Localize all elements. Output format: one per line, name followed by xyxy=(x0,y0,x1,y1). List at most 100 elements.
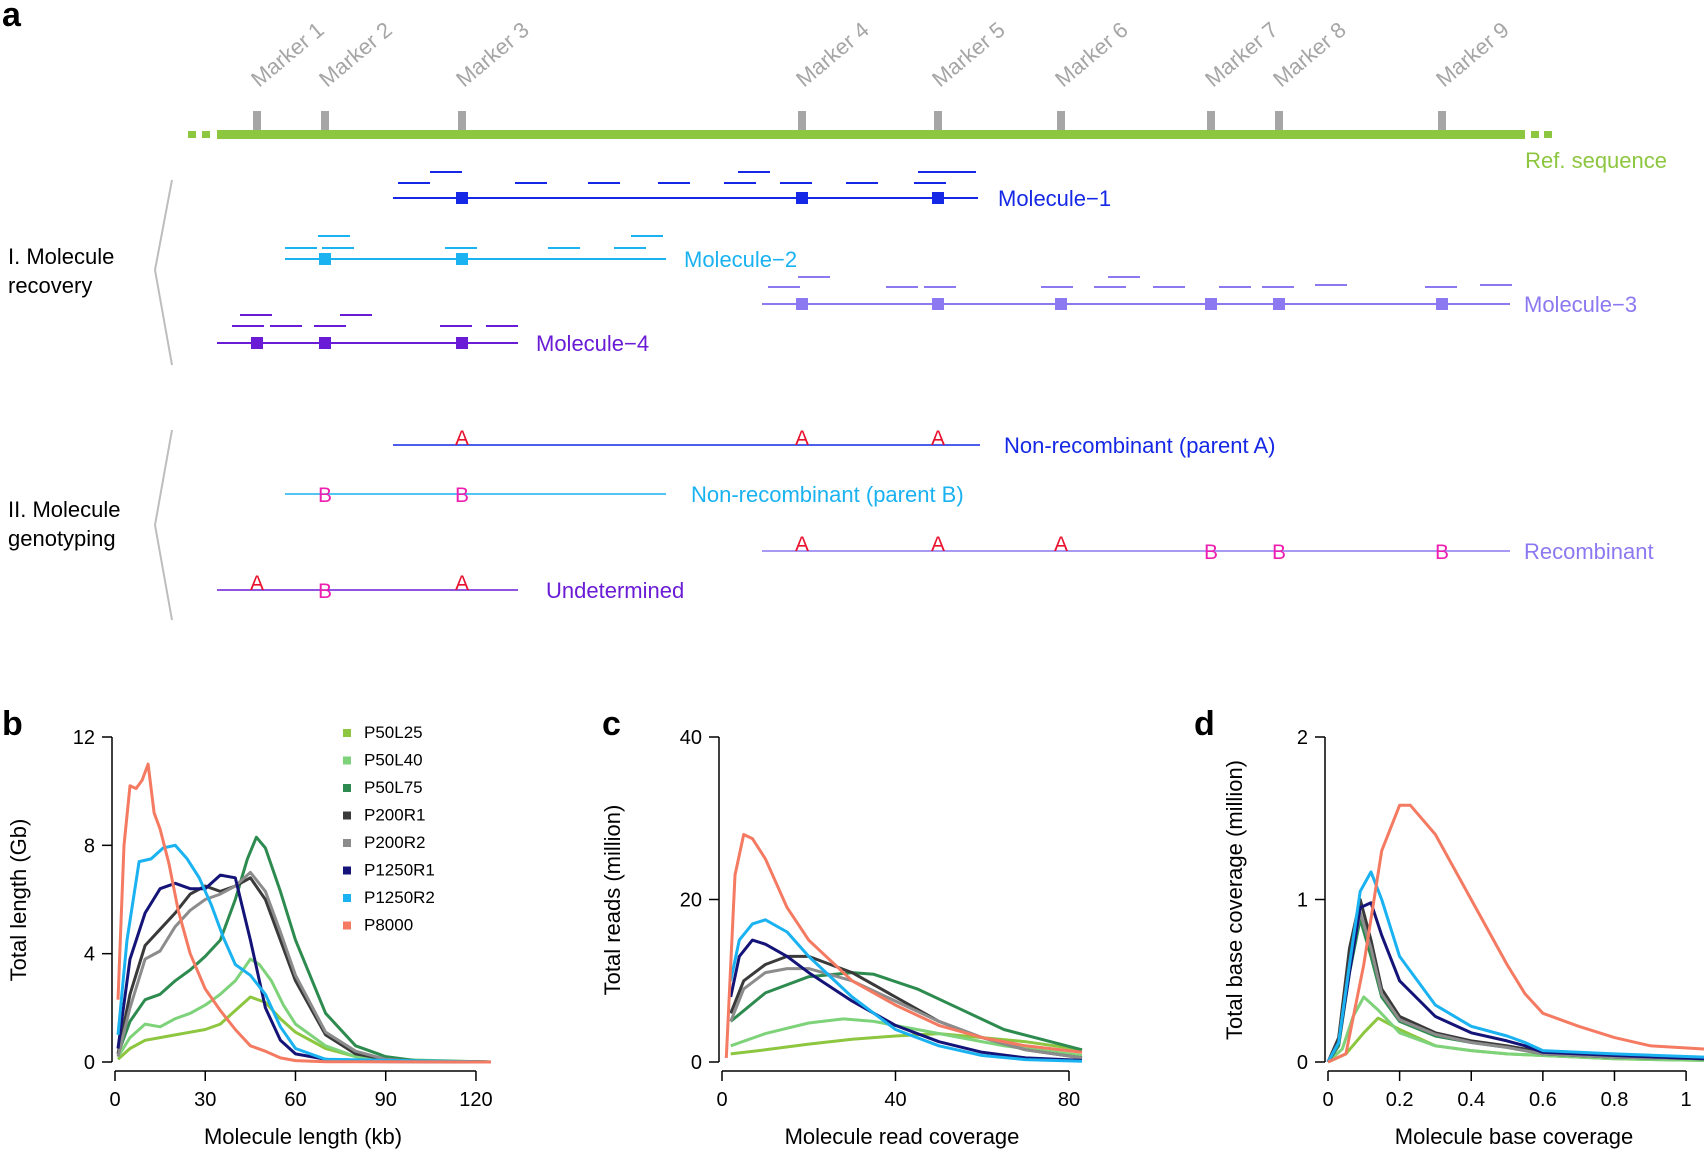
series-line-P50L40 xyxy=(116,957,492,1064)
marker-label: Marker 5 xyxy=(927,17,1010,92)
molecules: Molecule−1 Molecule−2 Molecule−3 Molecule−4 xyxy=(217,171,1637,356)
genotype-call: B xyxy=(455,484,469,507)
ref-dash xyxy=(202,131,210,138)
series-line-P8000 xyxy=(116,762,492,1064)
panel-c: c 0 20 40 0 40 80 Molecule read coverage Total r… xyxy=(600,705,1083,1149)
genotype-call: B xyxy=(318,580,332,603)
reference-sequence xyxy=(188,111,1552,139)
x-tick-label: 60 xyxy=(284,1089,306,1111)
marker-label: Marker 8 xyxy=(1268,17,1351,92)
series-line-P200R1 xyxy=(116,876,492,1064)
legend-swatch xyxy=(343,811,351,820)
y-tick-label: 40 xyxy=(680,727,702,749)
y-tick-label: 12 xyxy=(73,727,95,749)
series-line-P50L75 xyxy=(116,835,492,1064)
marker-label: Marker 7 xyxy=(1200,17,1283,92)
series-line-P50L25 xyxy=(730,1032,1083,1056)
genotype-call: A xyxy=(1054,533,1068,556)
y-tick-label: 20 xyxy=(680,890,702,912)
x-tick-label: 1 xyxy=(1681,1089,1692,1111)
marker-hit xyxy=(319,337,331,349)
legend-swatch xyxy=(343,839,351,847)
x-tick-label: 0.8 xyxy=(1601,1089,1629,1111)
series-line-P1250R2 xyxy=(116,843,492,1064)
series-line-P50L40 xyxy=(1326,995,1704,1064)
molecule-label: Molecule−2 xyxy=(684,247,797,272)
x-tick-label: 80 xyxy=(1058,1089,1080,1111)
y-axis-title: Total base coverage (million) xyxy=(1222,760,1247,1040)
ref-dash xyxy=(188,131,196,138)
legend: P50L25 P50L40 P50L75 P200R1 P200R2 P1250R1 P12… xyxy=(343,723,435,935)
marker-tick xyxy=(1438,111,1446,130)
series-line-P1250R2 xyxy=(1326,870,1704,1063)
marker-hit xyxy=(1273,298,1285,310)
genotype-label: Undetermined xyxy=(546,578,684,603)
panel-letter-d: d xyxy=(1194,705,1215,743)
x-tick-label: 0.6 xyxy=(1529,1089,1557,1111)
marker-hit xyxy=(1205,298,1217,310)
genotype-call: B xyxy=(318,484,332,507)
legend-label: P50L40 xyxy=(364,751,423,770)
series-line-P50L75 xyxy=(729,971,1083,1052)
x-tick-label: 30 xyxy=(194,1089,216,1111)
x-tick-label: 90 xyxy=(375,1089,397,1111)
y-tick-label: 4 xyxy=(84,944,95,966)
section-genotyping-line2: genotyping xyxy=(8,526,116,551)
legend-label: P1250R1 xyxy=(364,861,435,880)
x-tick-label: 120 xyxy=(459,1089,492,1111)
series-line-P200R2 xyxy=(116,870,492,1064)
x-axis-title: Molecule base coverage xyxy=(1395,1124,1633,1149)
legend-swatch xyxy=(343,866,351,875)
molecule-label: Molecule−4 xyxy=(536,331,649,356)
series-line-P8000 xyxy=(724,833,1083,1058)
genotype-call: A xyxy=(931,533,945,556)
legend-label: P8000 xyxy=(364,916,413,935)
marker-hit xyxy=(932,192,944,204)
y-tick-label: 0 xyxy=(84,1052,95,1074)
legend-swatch xyxy=(343,729,351,737)
genotype-call: B xyxy=(1435,541,1449,564)
marker-label: Marker 9 xyxy=(1431,17,1514,92)
y-axis-title: Total reads (million) xyxy=(600,805,625,996)
series-line-P200R2 xyxy=(729,967,1083,1060)
marker-hit xyxy=(456,253,468,265)
marker-hit xyxy=(796,192,808,204)
genotype-call: A xyxy=(795,533,809,556)
molecule-2: Molecule−2 xyxy=(285,235,797,272)
series-line-P50L40 xyxy=(730,1017,1083,1057)
genotype-call: A xyxy=(455,427,469,450)
y-tick-label: 1 xyxy=(1297,890,1308,912)
genotype-call: A xyxy=(795,427,809,450)
genotyping-bracket xyxy=(153,429,173,621)
marker-tick xyxy=(1057,111,1065,130)
genotype-row-1: A A A Non-recombinant (parent A) xyxy=(393,427,1275,458)
ref-dash xyxy=(1531,131,1539,138)
marker-tick xyxy=(1275,111,1283,130)
series-line-P8000 xyxy=(1327,803,1704,1064)
series-line-P1250R1 xyxy=(729,938,1083,1062)
marker-hit xyxy=(932,298,944,310)
marker-hit xyxy=(1055,298,1067,310)
series-line-P1250R2 xyxy=(729,918,1083,1063)
genotype-row-2: B B Non-recombinant (parent B) xyxy=(285,482,964,507)
series-line-P1250R1 xyxy=(116,873,492,1064)
marker-tick xyxy=(934,111,942,130)
panel-letter-c: c xyxy=(602,705,621,743)
legend-label: P200R1 xyxy=(364,806,425,825)
genotype-call: A xyxy=(931,427,945,450)
x-tick-label: 0.4 xyxy=(1457,1089,1485,1111)
genotype-call: A xyxy=(250,572,264,595)
x-tick-label: 0 xyxy=(1322,1089,1333,1111)
molecule-label: Molecule−1 xyxy=(998,186,1111,211)
molecule-1: Molecule−1 xyxy=(393,171,1111,211)
marker-tick xyxy=(1207,111,1215,130)
genotype-call: B xyxy=(1204,541,1218,564)
marker-hit xyxy=(251,337,263,349)
x-tick-label: 40 xyxy=(884,1089,906,1111)
panel-letter-a: a xyxy=(2,0,22,34)
genotypes: A A A Non-recombinant (parent A) B B Non-recom… xyxy=(217,427,1654,603)
y-tick-label: 0 xyxy=(1297,1052,1308,1074)
